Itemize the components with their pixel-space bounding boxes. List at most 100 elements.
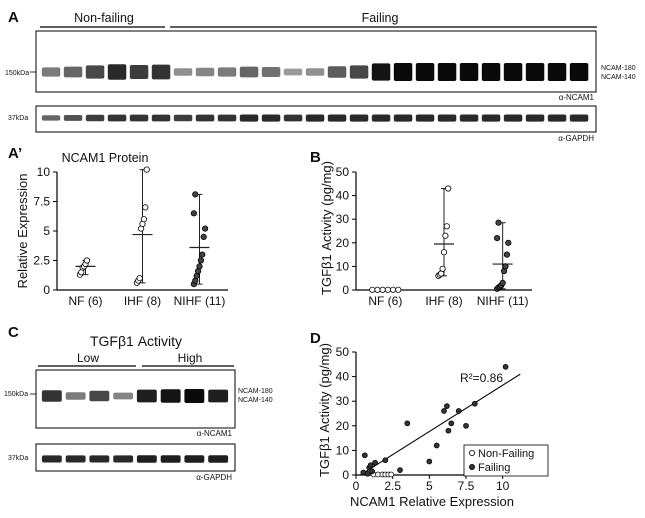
chart-d-ytick-label-0: 0 (342, 468, 349, 482)
gapdh-a-band-20 (459, 114, 479, 122)
chart-d-point-1-17 (463, 422, 469, 429)
chart-d-xtick-label-3: 7.5 (458, 479, 475, 493)
gapdh-a-band-9 (217, 114, 237, 122)
group-low-label: Low (77, 351, 99, 365)
panel-d-label: D (310, 330, 321, 347)
panel-a-label: A (8, 9, 19, 26)
chart-b-ytick-label-1: 10 (336, 259, 350, 273)
chart-a-prime-ytick-label-3: 7.5 (33, 195, 50, 209)
chart-a-prime-title: NCAM1 Protein (62, 151, 149, 165)
chart-a-prime-point-2-8 (202, 225, 209, 232)
ncam-c-band-8 (208, 389, 229, 403)
gapdh-a-band-24 (547, 114, 567, 122)
band-ncam140-a: NCAM-140 (601, 74, 636, 81)
ncam-a-band-4 (107, 64, 127, 80)
chart-b-point-1-7 (445, 185, 452, 192)
gapdh-a-band-21 (481, 114, 501, 122)
ncam-a-band-22 (503, 63, 523, 81)
legend-label-nonfailing: Non-Failing (478, 448, 534, 460)
panel-a-prime-label: A’ (8, 145, 22, 162)
chart-d-point-1-18 (471, 400, 478, 407)
ncam-a-band-7 (173, 68, 193, 76)
gapdh-a-band-1 (41, 115, 61, 121)
gapdh-a-band-25 (569, 114, 589, 122)
chart-a-prime-point-1-7 (143, 166, 150, 173)
chart-d-point-1-5 (369, 468, 375, 475)
chart-b-point-0-2 (379, 286, 386, 293)
antibody-gapdh-c: α-GAPDH (196, 473, 232, 482)
ncam-a-band-2 (63, 66, 83, 78)
antibody-ncam-c: α-NCAM1 (197, 429, 233, 438)
chart-a-prime-xtick-label-2: NIHF (11) (174, 294, 226, 308)
gapdh-c-band-3 (89, 455, 110, 463)
gapdh-a-band-18 (415, 114, 435, 122)
ncam-lanes-a (41, 63, 589, 81)
chart-b-ylabel: TGFβ1 Activity (pg/mg) (319, 161, 334, 295)
group-high-label: High (178, 351, 203, 365)
ncam-a-band-11 (261, 67, 281, 77)
band-ncam180-a: NCAM-180 (601, 65, 636, 72)
chart-a-prime-point-2-4 (196, 263, 203, 270)
chart-d-point-1-4 (367, 462, 374, 469)
gapdh-c-band-5 (136, 455, 157, 463)
chart-a-prime-point-2-7 (200, 233, 207, 240)
chart-b-xtick-label-2: NIHF (11) (477, 294, 529, 308)
chart-a-prime-point-1-6 (142, 204, 149, 211)
ncam-c-band-2 (65, 392, 86, 400)
chart-b-point-0-4 (389, 286, 397, 293)
ncam-a-band-25 (569, 63, 589, 81)
chart-b-point-1-4 (440, 249, 448, 256)
chart-b-point-1-5 (442, 232, 449, 239)
chart-b-point-0-0 (369, 286, 376, 293)
chart-a-prime-ytick-label-1: 2.5 (33, 254, 50, 268)
chart-d-point-1-14 (445, 427, 452, 434)
chart-a-prime-point-2-9 (190, 210, 197, 217)
ncam-c-band-4 (113, 392, 134, 400)
ncam-a-band-9 (217, 67, 237, 77)
gapdh-a-band-10 (239, 114, 259, 122)
chart-d-annotation: R²=0.86 (460, 371, 503, 385)
ncam-a-band-17 (393, 63, 413, 81)
panel-b: B TGFβ1 Activity (pg/mg) 0 10 20 30 40 50 NF (… (310, 149, 532, 308)
gapdh-c-band-7 (184, 455, 205, 463)
gapdh-a-band-11 (261, 114, 281, 122)
ncam-c-band-1 (41, 390, 62, 402)
chart-b-point-2-4 (499, 279, 506, 286)
gapdh-a-band-15 (349, 114, 369, 122)
chart-a-prime-xtick-label-0: NF (6) (69, 294, 103, 308)
chart-d-ytick-label-5: 50 (336, 345, 350, 359)
ncam-blot-c (35, 369, 236, 429)
ncam-a-band-23 (525, 63, 545, 81)
legend-box (463, 444, 549, 477)
ncam-a-band-13 (305, 68, 325, 76)
ncam-a-band-20 (459, 63, 479, 81)
chart-d-xtick-label-1: 2.5 (384, 479, 401, 493)
gapdh-c-band-2 (65, 455, 86, 463)
band-ncam180-c: NCAM-180 (238, 388, 273, 395)
chart-d-point-1-13 (444, 403, 450, 409)
marker-150-a: 150kDa (5, 70, 29, 77)
ncam-blot-a (35, 30, 597, 93)
chart-d-xlabel: NCAM1 Relative Expression (350, 494, 514, 509)
ncam-a-band-3 (85, 65, 105, 79)
group-failing-label: Failing (362, 11, 399, 25)
chart-b-plot: 0 10 20 30 40 50 NF (6) IHF (8) NIHF (11) (336, 165, 532, 308)
ncam-a-band-5 (129, 65, 149, 79)
chart-b-point-0-5 (395, 286, 402, 293)
gapdh-a-band-4 (107, 114, 127, 122)
marker-37-c: 37kDa (8, 455, 28, 462)
panel-a: A Non-failing Failing 150kDa NCAM-180 NC… (5, 9, 636, 143)
legend-label-failing: Failing (478, 462, 510, 474)
marker-37-a: 37kDa (8, 115, 28, 122)
chart-d-ytick-label-4: 40 (336, 370, 350, 384)
ncam-a-band-6 (151, 64, 171, 80)
chart-b-point-2-10 (495, 219, 502, 226)
chart-a-prime-point-2-5 (197, 257, 204, 264)
gapdh-a-band-22 (503, 114, 523, 122)
gapdh-c-band-8 (208, 455, 229, 463)
chart-a-prime-xtick-label-1: IHF (8) (124, 294, 161, 308)
chart-d-xtick-label-2: 5 (426, 479, 433, 493)
gapdh-lanes-a (41, 114, 589, 122)
gapdh-a-band-23 (525, 114, 545, 122)
ncam-c-band-5 (136, 389, 157, 403)
